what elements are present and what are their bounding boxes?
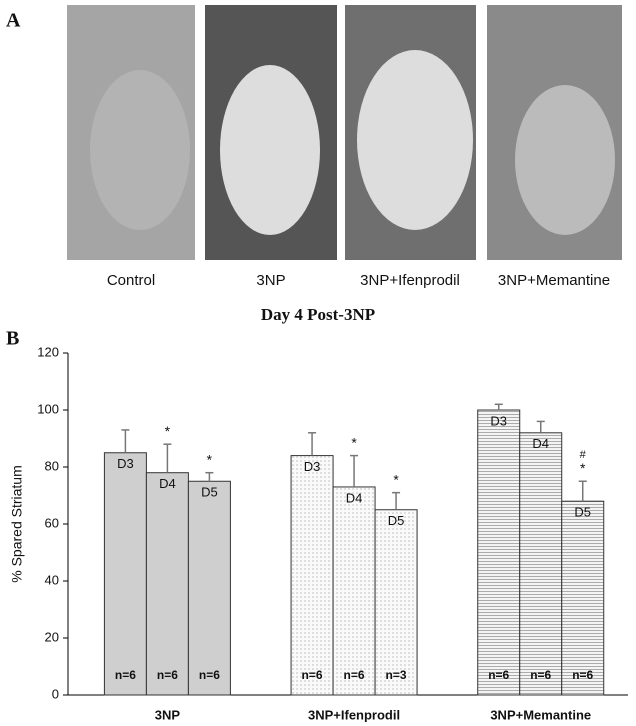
y-tick-label: 100: [37, 401, 59, 416]
image-label: Control: [107, 272, 155, 289]
n-label: n=6: [157, 668, 178, 682]
bar: [477, 409, 521, 696]
bar-label: D3: [490, 413, 507, 428]
bar-label: D3: [117, 456, 134, 471]
y-tick-label: 40: [45, 572, 59, 587]
bar-label: D5: [201, 485, 218, 500]
bar: [519, 432, 563, 696]
caption: Day 4 Post-3NP: [261, 305, 375, 324]
bar: [103, 452, 147, 696]
n-label: n=6: [302, 668, 323, 682]
bar-label: D5: [388, 513, 405, 528]
bar-label: D4: [532, 436, 549, 451]
x-tick-label: 3NP+Memantine: [490, 707, 591, 722]
significance-marker: #: [580, 449, 587, 461]
n-label: n=6: [572, 668, 593, 682]
bar-label: D3: [304, 459, 321, 474]
images: [67, 5, 622, 260]
panel-label: A: [6, 10, 21, 32]
bar: [332, 486, 376, 696]
image: [515, 85, 615, 235]
bar: [290, 455, 334, 696]
n-label: n=6: [530, 668, 551, 682]
n-label: n=3: [386, 668, 407, 682]
significance-marker: *: [351, 434, 357, 450]
x-tick-label: 3NP+Ifenprodil: [308, 707, 400, 722]
bar: [187, 480, 231, 696]
bar: [561, 500, 605, 696]
n-label: n=6: [488, 668, 509, 682]
x-tick-label: 3NP: [155, 707, 181, 722]
y-tick-label: 0: [52, 686, 59, 701]
image-label: 3NP+Memantine: [498, 272, 610, 289]
significance-marker: *: [393, 471, 399, 487]
bar-label: D5: [574, 505, 591, 520]
y-tick-label: 20: [45, 629, 59, 644]
image: [220, 65, 320, 235]
y-tick-label: 80: [45, 458, 59, 473]
bar-label: D4: [159, 476, 176, 491]
image: [357, 50, 473, 230]
bar: [145, 472, 189, 696]
image: [90, 70, 190, 230]
y-tick-label: 120: [37, 344, 59, 359]
n-label: n=6: [115, 668, 136, 682]
significance-marker: *: [207, 451, 213, 467]
n-label: n=6: [199, 668, 220, 682]
image-label: 3NP+Ifenprodil: [360, 272, 460, 289]
n-label: n=6: [344, 668, 365, 682]
y-axis-title: % Spared Striatum: [9, 465, 25, 583]
bar-label: D4: [346, 490, 363, 505]
y-tick-label: 60: [45, 515, 59, 530]
panel-label: B: [6, 328, 19, 350]
significance-marker: *: [580, 460, 586, 476]
image-label: 3NP: [256, 272, 285, 289]
significance-marker: *: [165, 423, 171, 439]
bar: [374, 509, 418, 696]
